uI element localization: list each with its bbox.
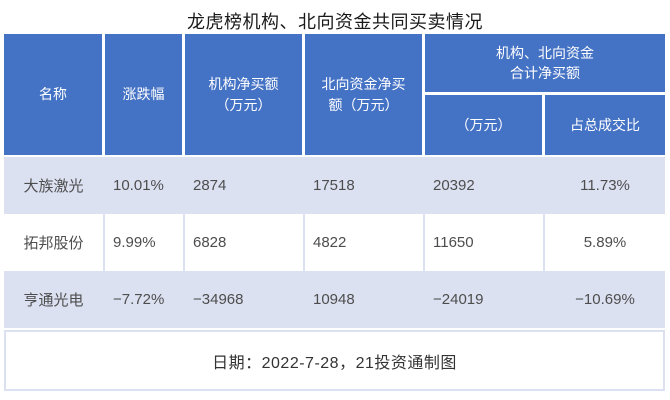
cell-stock-name: 大族激光 xyxy=(4,157,105,214)
data-table: 名称 涨跌幅 机构净买额 （万元） 北向资金净买 额（万元） 机构、北向资金 合… xyxy=(4,34,665,391)
cell-change: 9.99% xyxy=(105,214,185,271)
cell-northbound-net: 4822 xyxy=(305,214,425,271)
cell-pct-of-turnover: 5.89% xyxy=(583,234,627,251)
col-header-change: 涨跌幅 xyxy=(105,34,185,155)
cell-institution-net: 6828 xyxy=(185,214,305,271)
cell-institution-net: 2874 xyxy=(185,157,305,214)
table-row: 亨通光电 −7.72% −34968 10948 −24019 −10.69% xyxy=(4,271,665,328)
cell-northbound-net: 10948 xyxy=(305,271,425,328)
cell-pct-of-turnover: 11.73% xyxy=(580,177,630,194)
table-row: 大族激光 10.01% 2874 17518 20392 11.73% xyxy=(4,157,665,214)
cell-pct-of-turnover: −10.69% xyxy=(575,291,635,308)
col-header-institution-net: 机构净买额 （万元） xyxy=(185,34,305,155)
col-header-combined-amount: （万元） xyxy=(425,95,545,155)
cell-combined-net: 20392 xyxy=(425,157,545,214)
col-header-northbound-net: 北向资金净买 额（万元） xyxy=(305,34,425,155)
cell-combined-net: −24019 xyxy=(425,271,545,328)
table-header: 名称 涨跌幅 机构净买额 （万元） 北向资金净买 额（万元） 机构、北向资金 合… xyxy=(4,34,665,157)
cell-stock-name: 拓邦股份 xyxy=(4,214,105,271)
cell-combined-net: 11650 xyxy=(425,214,545,271)
col-header-combined-group: 机构、北向资金 合计净买额 xyxy=(425,34,665,95)
cell-change: −7.72% xyxy=(105,271,185,328)
cell-change: 10.01% xyxy=(105,157,185,214)
col-header-name: 名称 xyxy=(4,34,105,155)
chart-title: 龙虎榜机构、北向资金共同买卖情况 xyxy=(187,12,483,32)
cell-stock-name: 亨通光电 xyxy=(4,271,105,328)
col-header-combined-ratio: 占总成交比 xyxy=(545,95,665,155)
cell-northbound-net: 17518 xyxy=(305,157,425,214)
cell-institution-net: −34968 xyxy=(185,271,305,328)
table-footer-note: 日期：2022-7-28，21投资通制图 xyxy=(4,330,665,391)
table-row: 拓邦股份 9.99% 6828 4822 11650 5.89% xyxy=(4,214,665,271)
